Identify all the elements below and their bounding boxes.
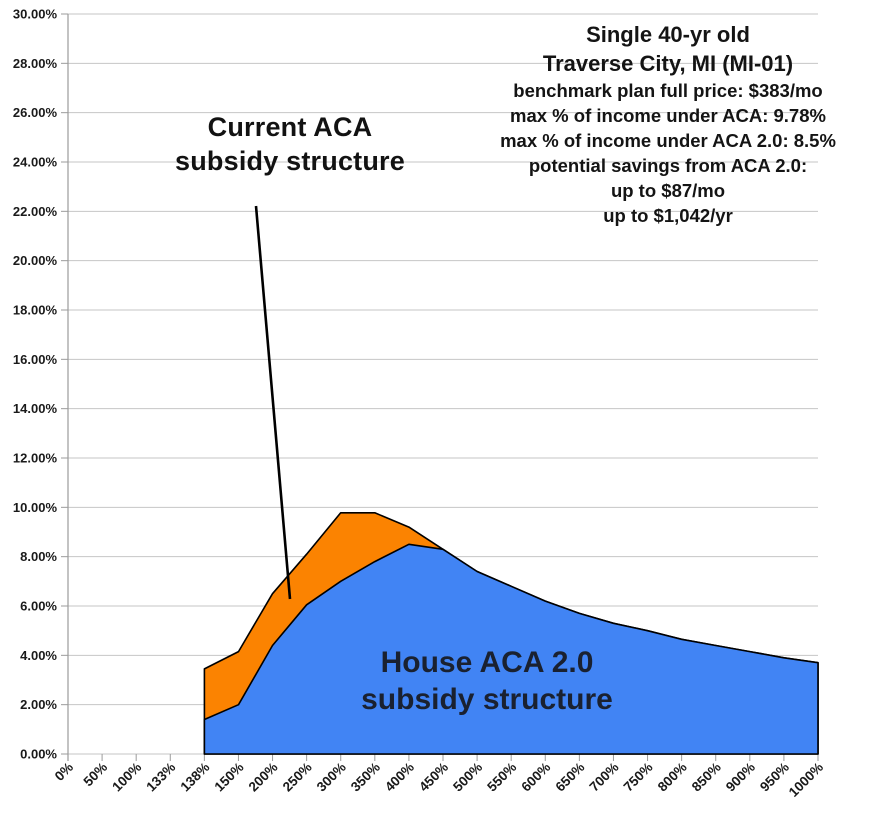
y-axis-tick-label: 14.00%	[13, 401, 58, 416]
house-aca-area	[203, 543, 819, 755]
house-aca-annotation-line1: House ACA 2.0	[380, 646, 594, 679]
info-detail-line5: up to $87/mo	[610, 180, 726, 201]
x-axis-tick-label: 650%	[552, 760, 587, 795]
y-axis-tick-label: 24.00%	[13, 155, 58, 170]
info-detail-line6: up to $1,042/yr	[603, 205, 733, 226]
y-axis-tick-label: 12.00%	[13, 451, 58, 466]
y-axis-tick-label: 26.00%	[13, 105, 58, 120]
y-axis-tick-label: 4.00%	[20, 648, 57, 663]
info-title-line1: Single 40-yr old	[586, 22, 750, 47]
info-title-line2: Traverse City, MI (MI-01)	[542, 51, 794, 76]
x-axis-tick-label: 133%	[143, 760, 178, 795]
current-aca-annotation: Current ACA subsidy structure	[150, 110, 430, 178]
y-axis-tick-label: 30.00%	[13, 7, 58, 22]
x-axis-tick-label: 200%	[246, 760, 281, 795]
current-aca-annotation-line2: subsidy structure	[175, 146, 405, 176]
x-axis-tick-label: 100%	[109, 760, 144, 795]
x-axis-tick-label: 550%	[484, 760, 519, 795]
y-axis-tick-label: 0.00%	[20, 747, 57, 762]
x-axis-tick-label: 900%	[723, 760, 758, 795]
y-axis-tick-label: 22.00%	[13, 204, 58, 219]
x-axis-tick-label: 500%	[450, 760, 485, 795]
y-axis-tick-label: 2.00%	[20, 697, 57, 712]
y-axis-tick-label: 16.00%	[13, 352, 58, 367]
y-axis-tick-label: 6.00%	[20, 599, 57, 614]
x-axis-tick-label: 800%	[655, 760, 690, 795]
scenario-info-box: Single 40-yr old Traverse City, MI (MI-0…	[458, 20, 878, 228]
x-axis-tick-label: 150%	[212, 760, 247, 795]
x-axis-tick-label: 700%	[587, 760, 622, 795]
annotation-leader-line	[254, 205, 292, 600]
x-axis-tick-label: 400%	[382, 760, 417, 795]
current-aca-annotation-line1: Current ACA	[207, 112, 373, 142]
info-detail-line1: benchmark plan full price: $383/mo	[513, 80, 823, 101]
x-axis-tick-label: 1000%	[786, 760, 826, 800]
y-axis-tick-label: 8.00%	[20, 549, 57, 564]
house-aca-annotation-line2: subsidy structure	[361, 683, 613, 716]
x-axis-tick-label: 750%	[621, 760, 656, 795]
y-axis-tick-label: 18.00%	[13, 303, 58, 318]
info-detail-line2: max % of income under ACA: 9.78%	[510, 105, 826, 126]
x-axis-tick-label: 138%	[177, 760, 212, 795]
x-axis-tick-label: 50%	[80, 760, 110, 790]
x-axis-tick-label: 450%	[416, 760, 451, 795]
info-detail-line4: potential savings from ACA 2.0:	[528, 155, 808, 176]
info-detail-line3: max % of income under ACA 2.0: 8.5%	[500, 130, 836, 151]
x-axis-tick-label: 250%	[280, 760, 315, 795]
house-aca-annotation: House ACA 2.0 subsidy structure	[307, 644, 667, 718]
y-axis-tick-label: 20.00%	[13, 253, 58, 268]
x-axis-tick-label: 300%	[314, 760, 349, 795]
y-axis-tick-label: 28.00%	[13, 56, 58, 71]
x-axis-tick-label: 600%	[518, 760, 553, 795]
x-axis-tick-label: 0%	[52, 760, 76, 784]
x-axis-tick-label: 850%	[689, 760, 724, 795]
x-axis-tick-label: 350%	[348, 760, 383, 795]
y-axis-tick-label: 10.00%	[13, 500, 58, 515]
